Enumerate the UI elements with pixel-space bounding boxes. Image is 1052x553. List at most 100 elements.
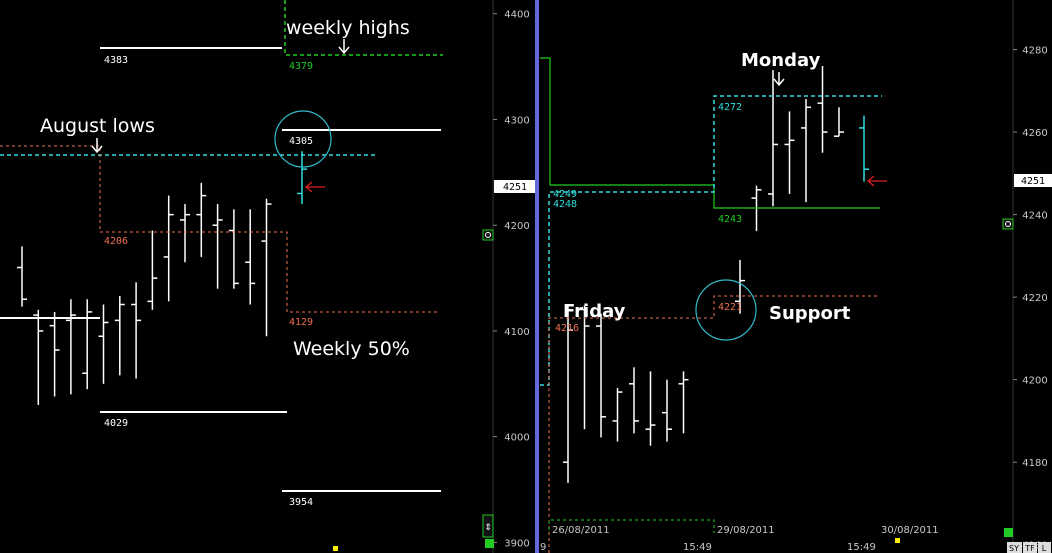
- axis-tick: 4240: [1013, 211, 1048, 222]
- left-status-indicator: [485, 539, 494, 548]
- right-status-indicator: [1004, 528, 1013, 537]
- price-bar: [645, 371, 656, 446]
- right-time-axis: 9 26/08/2011 29/08/2011 15:49 15:49 30/0…: [540, 525, 939, 553]
- red-arrow-icon: [867, 175, 887, 187]
- axis-tick: 4280: [1013, 46, 1048, 57]
- left-current-price-tag: 4251: [494, 180, 536, 193]
- axis-tick-label: 4220: [1022, 293, 1047, 304]
- price-bar: [131, 282, 142, 379]
- axis-tick-label: 4260: [1022, 128, 1047, 139]
- time-label-2: 15:49: [847, 542, 876, 553]
- axis-tick-label: 4400: [504, 10, 529, 21]
- right-current-price: 4251: [1021, 176, 1045, 187]
- price-bar: [147, 230, 158, 310]
- price-bar: [563, 305, 573, 483]
- current-price-bar: [859, 115, 869, 182]
- axis-tick-label: 4280: [1022, 46, 1047, 57]
- price-bar: [196, 182, 207, 257]
- level-label-4206: 4206: [104, 236, 128, 247]
- annotation-friday: Friday: [563, 301, 626, 322]
- level-label-4129: 4129: [289, 317, 313, 328]
- price-bar: [180, 204, 190, 263]
- price-bar: [17, 246, 27, 307]
- price-bar: [261, 198, 272, 337]
- green-step-line: [540, 57, 880, 209]
- level-label-4216: 4216: [555, 323, 579, 334]
- axis-tick: 4260: [1013, 128, 1048, 139]
- left-chart-panel: 4383 4379 4305 4206 4129 4029 3954 weekl…: [0, 0, 536, 553]
- price-bar: [65, 299, 76, 395]
- annotation-august-lows: August lows: [40, 115, 155, 137]
- level-label-4029: 4029: [104, 418, 128, 429]
- price-bar: [33, 309, 44, 405]
- price-bar: [114, 296, 125, 376]
- right-scroll-marker: [895, 538, 900, 543]
- scroll-arrows-icon[interactable]: ⇕: [482, 514, 494, 538]
- axis-tick-label: 3900: [504, 538, 529, 549]
- price-bar: [596, 313, 606, 438]
- axis-tick: 4100: [493, 327, 530, 338]
- level-label-4249: 4249: [553, 189, 577, 200]
- price-bar: [212, 204, 223, 289]
- scale-circle-icon[interactable]: [1002, 218, 1014, 230]
- price-bar: [768, 70, 778, 207]
- price-bar: [784, 111, 795, 194]
- left-current-price: 4251: [503, 182, 527, 193]
- price-bar: [163, 195, 174, 302]
- price-bar: [228, 209, 239, 289]
- price-bar: [629, 367, 639, 434]
- axis-tick: 4180: [1013, 458, 1048, 469]
- left-price-bars: [17, 151, 307, 405]
- level-label-4305: 4305: [289, 136, 313, 147]
- level-label-4243: 4243: [718, 214, 742, 225]
- right-current-price-tag: 4251: [1014, 174, 1052, 187]
- level-label-4221: 4221: [718, 302, 742, 313]
- price-bar: [612, 387, 623, 442]
- red-arrow-icon: [305, 181, 325, 193]
- level-label-4272: 4272: [718, 102, 742, 113]
- price-bar: [817, 66, 828, 153]
- axis-tick: 4000: [493, 433, 530, 444]
- sy-button-label: SY: [1009, 544, 1019, 553]
- down-arrow-icon: [773, 72, 785, 87]
- left-price-axis: 3900 4000 4100 4200 4300 4400: [493, 10, 530, 549]
- axis-tick-label: 4000: [504, 433, 529, 444]
- time-label-1: 15:49: [683, 542, 712, 553]
- current-price-bar: [297, 151, 307, 205]
- l-button[interactable]: [1038, 542, 1051, 553]
- price-bar: [98, 304, 109, 384]
- support-highlight-circle: [695, 279, 757, 341]
- panel-separator[interactable]: [535, 0, 539, 553]
- highlight-circle: [274, 110, 332, 168]
- annotation-weekly-50: Weekly 50%: [293, 338, 410, 360]
- cyan-step-line: [540, 95, 882, 386]
- axis-tick-label: 4180: [1022, 458, 1047, 469]
- axis-tick: 4200: [1013, 376, 1048, 387]
- axis-tick: 4300: [493, 115, 530, 126]
- sy-button[interactable]: [1007, 542, 1022, 553]
- price-bar: [49, 311, 60, 397]
- price-bar: [834, 107, 844, 137]
- left-scroll-marker: [333, 546, 338, 551]
- date-label-3: 30/08/2011: [881, 525, 939, 536]
- axis-tick-label: 4100: [504, 327, 529, 338]
- l-button-label: L: [1042, 544, 1047, 553]
- corner-buttons: SY TF L: [1007, 542, 1051, 553]
- tf-button[interactable]: [1023, 542, 1037, 553]
- price-bar: [735, 259, 745, 314]
- axis-tick: 4220: [1013, 293, 1048, 304]
- annotation-support: Support: [769, 303, 851, 324]
- right-chart-panel: 4272 4249 4248 4243 4221 4216 Monday Fri…: [540, 0, 1052, 553]
- right-price-bars: [563, 66, 869, 483]
- svg-text:⇕: ⇕: [484, 523, 492, 533]
- tf-button-label: TF: [1024, 544, 1035, 553]
- price-bar: [245, 209, 256, 305]
- level-label-3954: 3954: [289, 497, 313, 508]
- scale-circle-icon[interactable]: [482, 229, 494, 241]
- price-bar: [579, 305, 590, 430]
- price-bar: [801, 99, 811, 203]
- annotation-weekly-highs: weekly highs: [286, 17, 410, 39]
- price-bar: [662, 379, 672, 442]
